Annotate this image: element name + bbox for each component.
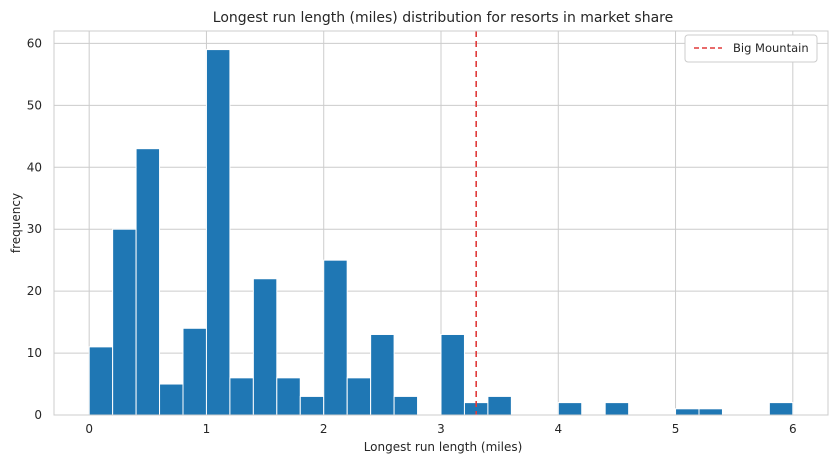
y-tick-label: 10 [27,346,42,360]
histogram-bar [205,49,231,416]
histogram-bar [112,228,137,416]
y-tick-label: 20 [27,284,42,298]
y-tick-label: 40 [27,160,42,174]
x-tick-label: 4 [554,422,562,436]
y-tick-label: 30 [27,222,42,236]
x-tick-label: 5 [672,422,680,436]
x-tick-label: 2 [320,422,328,436]
x-tick-label: 0 [85,422,93,436]
x-tick-label: 1 [203,422,211,436]
histogram-bar [440,333,465,416]
histogram-bar [159,383,184,416]
histogram-bar [675,408,700,416]
x-tick-label: 6 [789,422,797,436]
histogram-bar [698,408,723,416]
histogram-bar [88,346,114,416]
histogram-bar [487,395,512,416]
histogram-bar [370,333,395,416]
y-tick-label: 60 [27,36,42,50]
histogram-bar [276,377,301,416]
histogram-bar [299,395,325,416]
histogram-bar [557,402,583,416]
histogram-bar [252,278,278,416]
histogram-bar [182,327,207,416]
histogram-bar [323,259,348,416]
y-axis-label: frequency [9,193,23,253]
x-tick-label: 3 [437,422,445,436]
y-tick-label: 50 [27,98,42,112]
legend: Big Mountain [684,34,818,63]
x-axis-label: Longest run length (miles) [364,440,523,454]
y-tick-label: 0 [34,408,42,422]
legend-box [684,34,818,63]
legend-label-big-mountain: Big Mountain [733,41,809,55]
histogram-bar [768,402,794,416]
plot-frame [53,30,829,416]
histogram-bar [393,395,419,416]
chart-title: Longest run length (miles) distribution … [213,10,673,26]
histogram-bar [604,402,630,416]
histogram-bar [135,148,161,416]
histogram-bar [346,377,372,416]
histogram-bar [229,377,254,416]
